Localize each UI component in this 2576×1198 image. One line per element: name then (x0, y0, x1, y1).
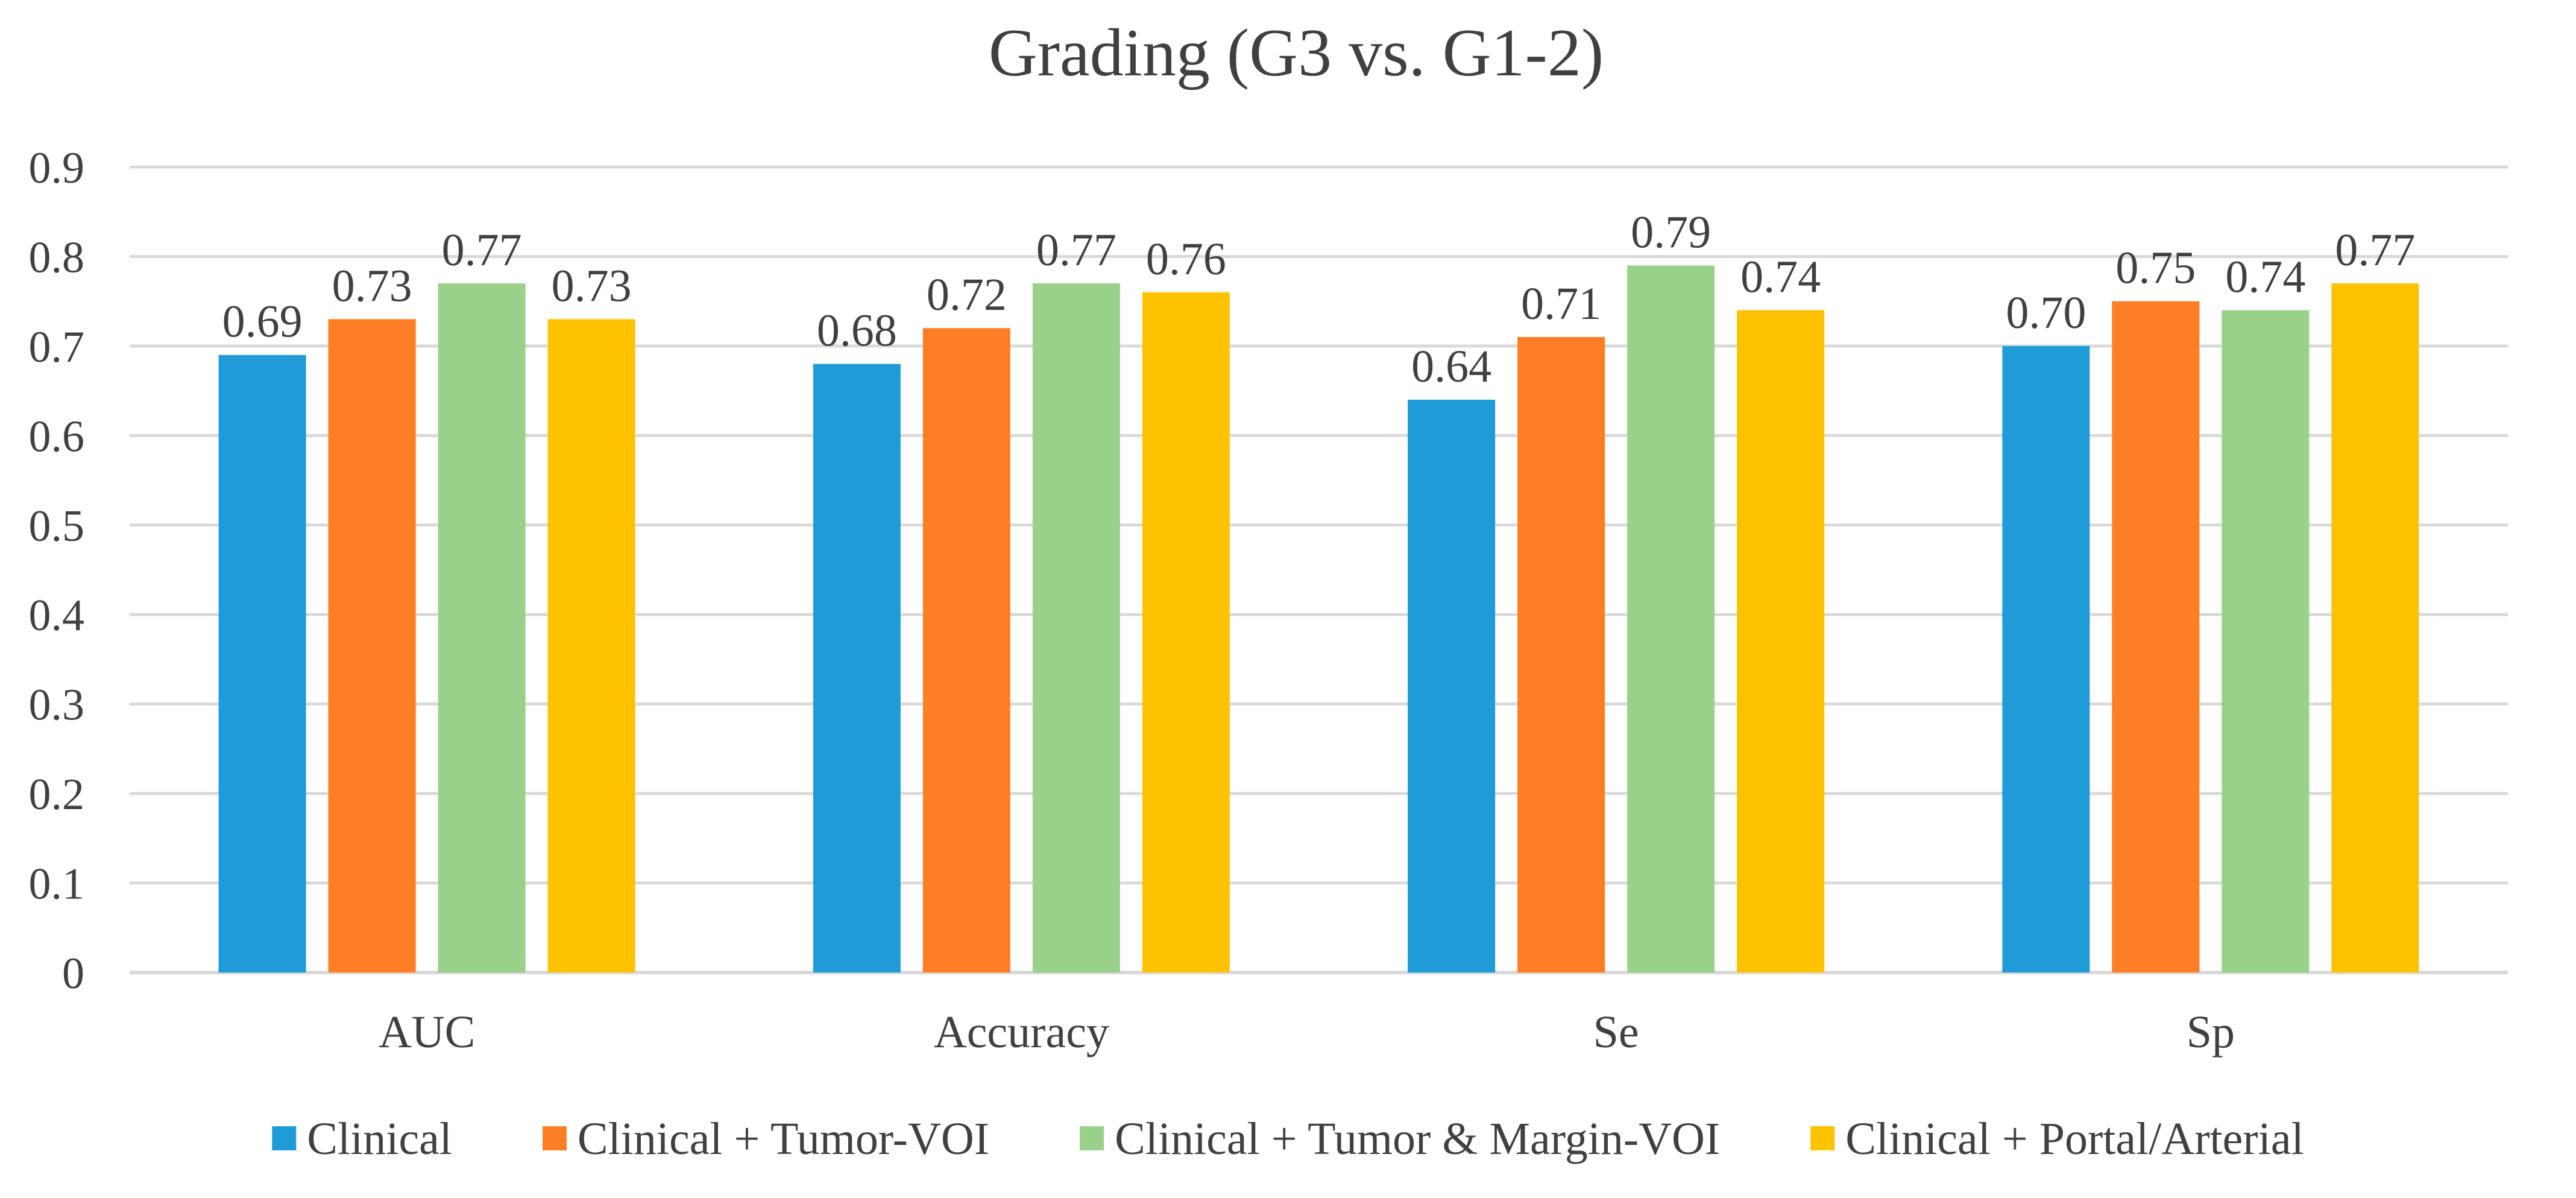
legend-swatch (1810, 1126, 1835, 1150)
legend-item: Clinical (272, 1114, 452, 1164)
bar (2112, 301, 2200, 973)
bar (2331, 283, 2419, 973)
legend: Clinical Clinical + Tumor-VOI Clinical + T… (272, 1114, 2304, 1164)
bar (1408, 399, 1496, 973)
data-label: 0.70 (2006, 288, 2086, 338)
y-axis-ticks: 0 0.1 0.2 0.3 0.4 0.5 0.6 0.7 0.8 0.9 (29, 143, 85, 998)
legend-swatch (272, 1126, 297, 1150)
bar (922, 328, 1010, 973)
data-label: 0.77 (2335, 225, 2415, 276)
bar (1627, 265, 1715, 973)
y-tick-label: 0.7 (29, 323, 85, 372)
data-label: 0.73 (552, 260, 632, 311)
x-tick-label: Accuracy (934, 1007, 1109, 1058)
data-label: 0.72 (927, 270, 1007, 320)
chart-title: Grading (G3 vs. G1-2) (989, 16, 1604, 90)
bar (813, 364, 901, 973)
bar (1142, 292, 1230, 973)
grid-lines (130, 165, 2508, 974)
bar (1032, 283, 1120, 973)
legend-swatch (1080, 1126, 1104, 1150)
y-tick-label: 0.4 (29, 591, 85, 640)
y-tick-label: 0 (62, 949, 84, 998)
bar (1517, 337, 1605, 973)
bar (438, 283, 526, 973)
x-tick-label: AUC (379, 1007, 475, 1058)
bar (218, 355, 306, 973)
data-label: 0.69 (222, 297, 303, 347)
data-label: 0.77 (1036, 225, 1116, 276)
y-tick-label: 0.9 (29, 143, 85, 193)
data-label: 0.76 (1146, 234, 1226, 285)
legend-item: Clinical + Tumor-VOI (542, 1114, 989, 1164)
data-label: 0.71 (1521, 279, 1601, 329)
data-label: 0.68 (817, 306, 897, 356)
data-label: 0.79 (1631, 207, 1711, 257)
legend-item: Clinical + Tumor & Margin-VOI (1080, 1114, 1720, 1164)
data-label: 0.74 (2225, 252, 2305, 303)
y-tick-label: 0.5 (29, 502, 85, 551)
legend-item: Clinical + Portal/Arterial (1810, 1114, 2304, 1164)
bar (328, 319, 416, 973)
y-tick-label: 0.3 (29, 681, 85, 730)
bar (2222, 310, 2310, 973)
data-label: 0.77 (442, 225, 522, 276)
bars (218, 265, 2419, 973)
bar (1737, 310, 1825, 973)
data-labels: 0.69 0.73 0.77 0.73 0.68 0.72 0.77 0.76 0.64 0.71… (222, 207, 2416, 392)
data-label: 0.73 (332, 260, 412, 311)
legend-label: Clinical + Tumor-VOI (578, 1114, 989, 1164)
data-label: 0.75 (2115, 243, 2196, 294)
legend-label: Clinical + Portal/Arterial (1845, 1114, 2304, 1164)
y-tick-label: 0.6 (29, 412, 85, 461)
y-tick-label: 0.1 (29, 860, 85, 909)
y-tick-label: 0.2 (29, 770, 85, 819)
x-tick-label: Sp (2187, 1007, 2235, 1058)
data-label: 0.64 (1411, 341, 1491, 392)
bar (2002, 345, 2090, 973)
x-axis-ticks: AUC Accuracy Se Sp (379, 1007, 2235, 1058)
bar (547, 319, 635, 973)
y-tick-label: 0.8 (29, 233, 85, 282)
x-tick-label: Se (1593, 1007, 1639, 1058)
data-label: 0.74 (1740, 252, 1821, 303)
legend-swatch (542, 1126, 567, 1150)
legend-label: Clinical + Tumor & Margin-VOI (1115, 1114, 1720, 1164)
legend-label: Clinical (307, 1114, 452, 1164)
